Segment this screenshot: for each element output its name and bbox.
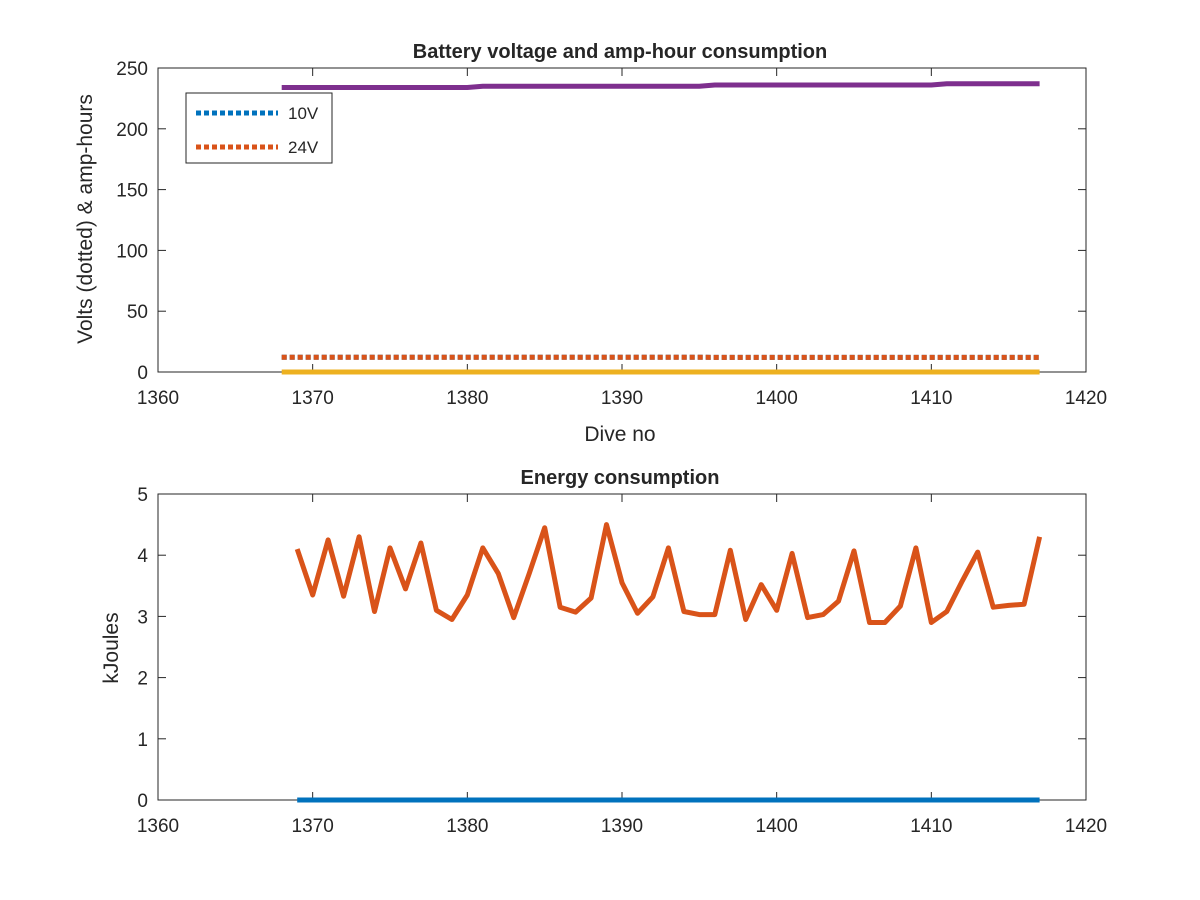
legend: 10V 24V xyxy=(185,92,333,164)
x-tick-label: 1380 xyxy=(446,816,488,837)
y-tick-label: 2 xyxy=(137,669,148,690)
x-tick-label: 1370 xyxy=(292,816,334,837)
x-tick-label: 1390 xyxy=(601,816,643,837)
x-tick-label: 1400 xyxy=(756,816,798,837)
chart-title: Energy consumption xyxy=(521,467,720,489)
x-tick-label: 1400 xyxy=(756,388,798,409)
x-tick-label: 1420 xyxy=(1065,816,1107,837)
x-tick-label: 1420 xyxy=(1065,388,1107,409)
y-tick-label: 250 xyxy=(116,59,148,80)
y-tick-label: 150 xyxy=(116,181,148,202)
x-tick-label: 1380 xyxy=(446,388,488,409)
series-line xyxy=(294,522,1043,625)
x-tick-label: 1390 xyxy=(601,388,643,409)
legend-box xyxy=(185,92,333,164)
x-tick-label: 1360 xyxy=(137,388,179,409)
y-tick-label: 0 xyxy=(137,363,148,384)
y-axis-label: kJoules xyxy=(100,612,123,683)
energy-consumption-chart: Energy consumption kJoules 1360 1370 1380 1… xyxy=(100,467,1107,837)
legend-label: 24V xyxy=(288,138,319,157)
x-tick-label: 1360 xyxy=(137,816,179,837)
y-tick-label: 50 xyxy=(127,302,148,323)
battery-voltage-chart: Battery voltage and amp-hour consumption… xyxy=(74,41,1107,446)
x-axis-label: Dive no xyxy=(584,423,655,446)
y-axis-label: Volts (dotted) & amp-hours xyxy=(74,94,97,344)
y-tick-label: 3 xyxy=(137,607,148,628)
series-line xyxy=(281,81,1040,90)
legend-label: 10V xyxy=(288,104,319,123)
x-tick-label: 1410 xyxy=(910,388,952,409)
y-tick-label: 100 xyxy=(116,241,148,262)
y-tick-label: 5 xyxy=(137,485,148,506)
plot-area xyxy=(157,67,1087,373)
y-tick-label: 4 xyxy=(137,546,148,567)
y-tick-label: 0 xyxy=(137,791,148,812)
x-tick-label: 1370 xyxy=(292,388,334,409)
y-tick-label: 200 xyxy=(116,120,148,141)
y-tick-label: 1 xyxy=(137,730,148,751)
x-tick-label: 1410 xyxy=(910,816,952,837)
plot-area xyxy=(157,493,1087,801)
chart-title: Battery voltage and amp-hour consumption xyxy=(413,41,827,63)
